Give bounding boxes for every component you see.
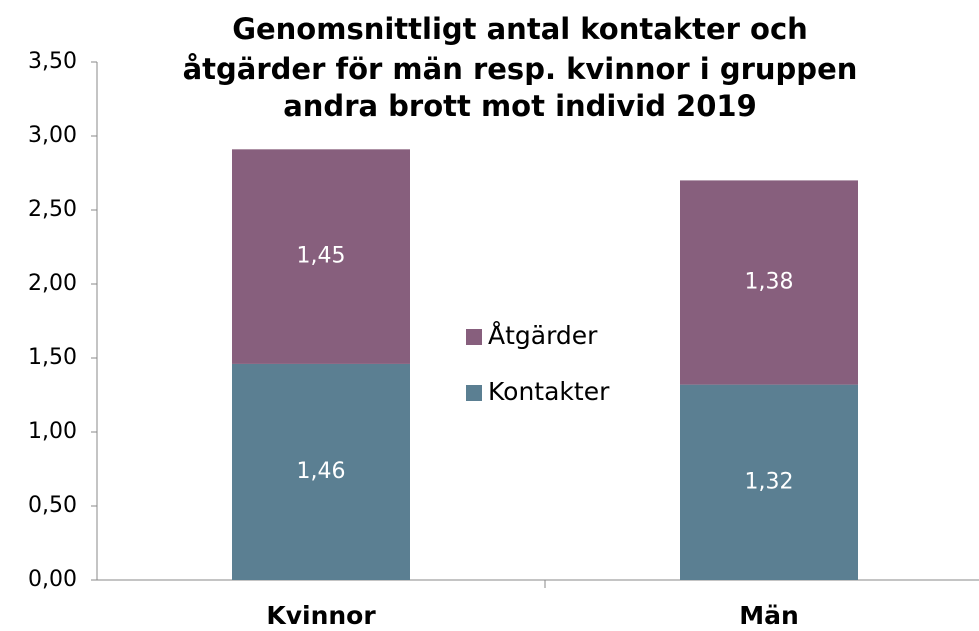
legend-label: Kontakter [488,377,610,406]
chart-title: andra brott mot individ 2019 [283,89,757,123]
bar-segment [680,384,858,580]
y-tick-label: 3,50 [28,49,77,74]
data-label: 1,32 [745,469,794,494]
y-tick-label: 1,50 [28,345,77,370]
data-label: 1,46 [297,459,346,484]
data-label: 1,45 [297,244,346,269]
x-tick-label: Män [739,601,799,630]
y-tick-label: 3,00 [28,123,77,148]
y-tick-label: 0,00 [28,567,77,592]
data-label: 1,38 [745,270,794,295]
y-tick-label: 2,50 [28,197,77,222]
y-tick-label: 0,50 [28,493,77,518]
y-tick-label: 2,00 [28,271,77,296]
chart-title: åtgärder för män resp. kvinnor i gruppen [183,52,858,86]
y-tick-label: 1,00 [28,419,77,444]
chart-title: Genomsnittligt antal kontakter och [232,12,808,46]
legend-swatch [466,385,482,401]
bar-segment [232,149,410,364]
legend-swatch [466,329,482,345]
legend-label: Åtgärder [488,321,598,350]
bar-segment [232,363,410,580]
bar-segment [680,180,858,385]
x-tick-label: Kvinnor [266,601,376,630]
